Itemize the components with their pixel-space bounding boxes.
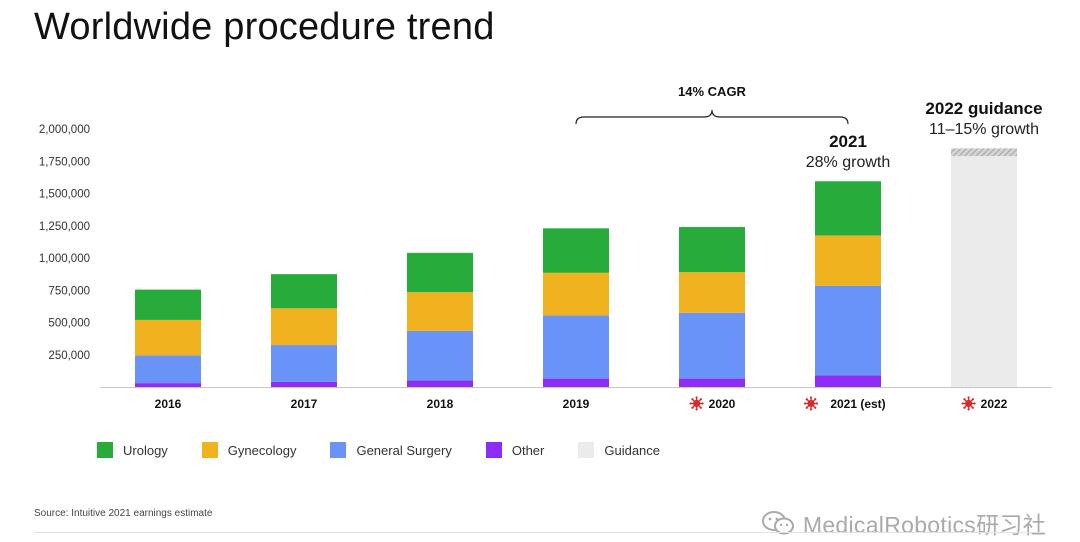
bar-other	[271, 381, 337, 387]
annotation-2021-growth: 28% growth	[806, 154, 891, 171]
bar-urology	[679, 227, 745, 273]
y-tick-label: 500,000	[48, 318, 90, 330]
annotation-guidance-title: 2022 guidance	[925, 99, 1042, 118]
legend-item-guidance: Guidance	[578, 442, 660, 458]
x-tick-label: 2017	[291, 397, 318, 411]
legend-label: Guidance	[604, 442, 661, 458]
legend-swatch	[201, 442, 218, 458]
bar-urology	[135, 289, 201, 320]
y-tick-label: 1,500,000	[39, 189, 90, 201]
y-tick-label: 750,000	[48, 285, 90, 297]
legend-label: Other	[511, 442, 545, 458]
bar-general-surgery	[679, 312, 745, 379]
legend-item-general-surgery: General Surgery	[330, 442, 452, 458]
legend-item-gynecology: Gynecology	[201, 442, 297, 458]
covid-virus-icon	[961, 396, 976, 411]
bar-gynecology	[271, 308, 337, 346]
bar-other	[679, 378, 745, 387]
x-tick-label: 2022	[981, 397, 1008, 411]
x-tick-label: 2021 (est)	[830, 397, 885, 411]
y-tick-label: 1,250,000	[39, 221, 90, 233]
legend-swatch	[485, 442, 502, 458]
bar-gynecology	[407, 292, 473, 331]
bar-gynecology	[815, 235, 881, 286]
annotation-guidance-growth: 11–15% growth	[929, 121, 1039, 138]
bar-gynecology	[679, 272, 745, 313]
procedure-chart: 2,000,000 1,750,000 1,500,000 1,250,000 1,00…	[39, 84, 1052, 411]
y-tick-label: 250,000	[48, 350, 90, 362]
x-tick-label: 2016	[155, 397, 182, 411]
x-tick-label: 2020	[709, 397, 736, 411]
bar-urology	[543, 228, 609, 273]
guidance-range-band	[951, 148, 1017, 157]
cagr-brace	[575, 109, 849, 125]
y-tick-label: 2,000,000	[39, 124, 90, 136]
annotation-2021-title: 2021	[829, 132, 867, 151]
legend-swatch	[578, 442, 595, 458]
x-tick-label: 2018	[427, 397, 454, 411]
y-tick-label: 1,000,000	[39, 253, 90, 265]
x-tick-label: 2019	[563, 397, 590, 411]
bar-urology	[271, 274, 337, 309]
legend-swatch	[330, 442, 347, 458]
bar-gynecology	[135, 319, 201, 356]
bar-general-surgery	[271, 345, 337, 382]
bar-other	[815, 375, 881, 387]
bar-other	[543, 378, 609, 387]
watermark-text: MedicalRobotics研习社	[802, 512, 1046, 538]
page-title: Worldwide procedure trend	[34, 6, 495, 48]
covid-virus-icon	[689, 396, 704, 411]
legend: Urology Gynecology General Surgery Other…	[97, 442, 694, 458]
legend-item-other: Other	[485, 442, 545, 458]
legend-swatch	[97, 442, 113, 458]
watermark: MedicalRobotics研习社	[761, 506, 1046, 540]
bar-general-surgery	[407, 330, 473, 381]
cagr-label: 14% CAGR	[678, 84, 747, 99]
wechat-icon	[761, 511, 794, 535]
bar-other	[407, 380, 473, 387]
bar-other	[135, 383, 201, 387]
bar-general-surgery	[135, 355, 201, 384]
bar-gynecology	[543, 272, 609, 316]
bar-general-surgery	[815, 285, 881, 376]
bottom-divider	[34, 532, 1046, 533]
legend-item-urology: Urology	[97, 442, 168, 458]
bar-general-surgery	[543, 315, 609, 379]
legend-label: Gynecology	[227, 442, 297, 458]
bar-urology	[407, 252, 473, 293]
y-tick-label: 1,750,000	[39, 156, 90, 168]
covid-virus-icon	[803, 396, 819, 411]
bar-guidance	[951, 156, 1017, 387]
legend-label: General Surgery	[356, 442, 452, 458]
bar-urology	[815, 181, 881, 236]
source-note: Source: Intuitive 2021 earnings estimate	[34, 508, 213, 519]
legend-label: Urology	[123, 442, 168, 458]
